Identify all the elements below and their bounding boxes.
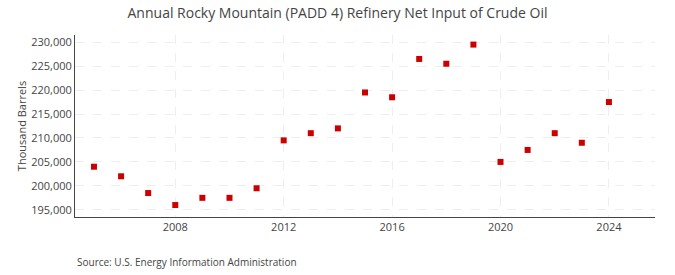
svg-text:2008: 2008 [163,219,188,234]
svg-text:200,000: 200,000 [31,178,72,193]
svg-text:2016: 2016 [380,219,405,234]
svg-text:Source: U.S. Energy Informatio: Source: U.S. Energy Information Administ… [77,255,297,269]
svg-text:220,000: 220,000 [31,82,72,97]
svg-text:Annual Rocky Mountain (PADD 4): Annual Rocky Mountain (PADD 4) Refinery … [128,3,548,22]
svg-text:Thousand Barrels: Thousand Barrels [14,81,29,171]
svg-text:2020: 2020 [488,219,513,234]
svg-text:205,000: 205,000 [31,154,72,169]
svg-text:230,000: 230,000 [31,34,72,49]
svg-text:225,000: 225,000 [31,58,72,73]
svg-text:2024: 2024 [596,219,622,234]
svg-text:215,000: 215,000 [31,106,72,121]
svg-text:2012: 2012 [271,219,296,234]
svg-text:210,000: 210,000 [31,130,72,145]
svg-text:195,000: 195,000 [31,202,72,217]
